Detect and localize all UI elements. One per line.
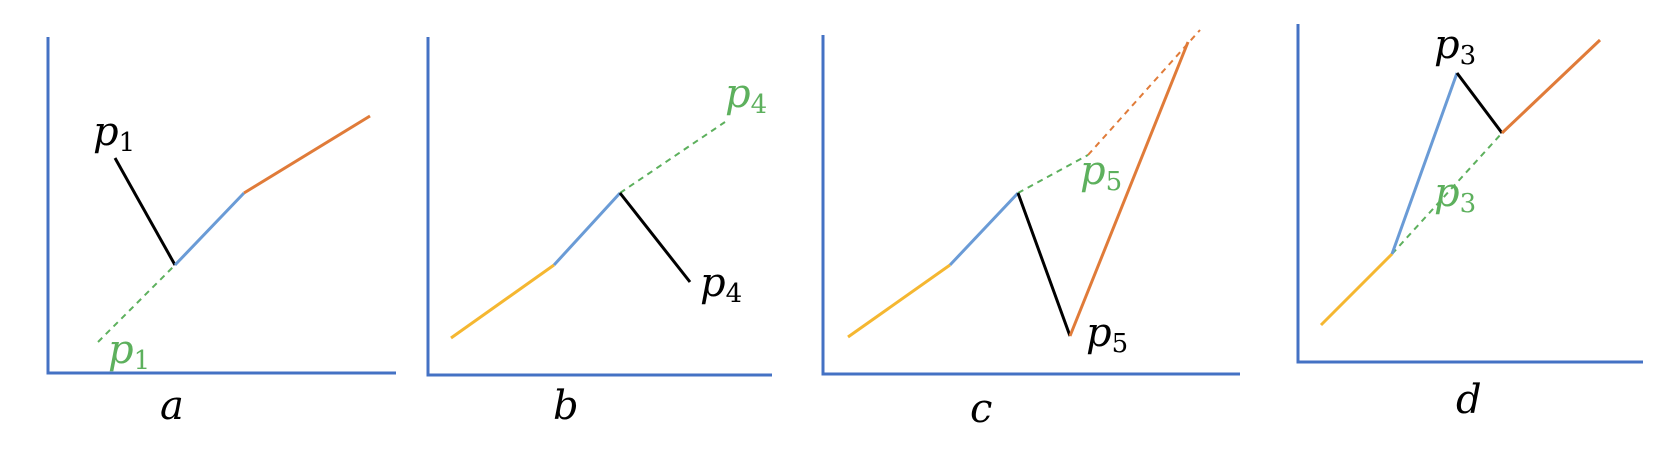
panel-c-green-point-sub: 5 xyxy=(1106,167,1123,197)
panel-c-yellow-segment xyxy=(847,263,951,339)
panel-c-green-point-label: p5 xyxy=(1080,148,1122,197)
panel-c-black-point-base: p xyxy=(1086,310,1112,356)
panel-a-green-point-label: p1 xyxy=(108,327,150,376)
panel-b-axes xyxy=(426,37,772,377)
panel-c-label: c xyxy=(970,386,992,432)
panel-c-green-dashed-line xyxy=(1017,154,1089,194)
panel-b-blue-segment xyxy=(552,191,622,267)
panel-a-black-segment xyxy=(113,157,177,266)
panel-c-blue-segment xyxy=(948,191,1020,267)
panel-d-green-dashed-line xyxy=(1391,132,1503,255)
panel-c-green-point-base: p xyxy=(1080,148,1106,194)
panel-b: p4 p4 b xyxy=(426,37,772,429)
panel-c-axes xyxy=(821,35,1240,376)
panel-d-label: d xyxy=(1456,377,1482,423)
panel-c-black-segment xyxy=(1016,192,1072,337)
panel-a-green-point-sub: 1 xyxy=(134,346,151,376)
panel-b-green-dashed-line xyxy=(619,121,726,194)
panel-d-black-segment xyxy=(1455,72,1504,134)
panel-a-black-point-base: p xyxy=(93,109,119,155)
panel-a-black-point-label: p1 xyxy=(93,109,135,158)
panel-d-green-point-label: p3 xyxy=(1434,170,1476,219)
panel-a-black-point-sub: 1 xyxy=(119,128,136,158)
panel-b-green-point-sub: 4 xyxy=(751,90,768,120)
panel-c: p5 p5 c xyxy=(821,29,1240,432)
panel-a: p1 p1 a xyxy=(46,37,396,429)
panel-a-label: a xyxy=(160,383,184,429)
panel-a-blue-segment xyxy=(173,191,246,267)
panel-a-green-dashed-line xyxy=(97,264,176,343)
panel-c-orange-segment xyxy=(1068,41,1190,337)
panel-d-axes xyxy=(1296,24,1643,364)
panel-b-black-point-sub: 4 xyxy=(726,279,743,309)
panel-c-black-point-label: p5 xyxy=(1086,310,1128,359)
panel-d-green-point-sub: 3 xyxy=(1460,189,1477,219)
panel-b-black-point-base: p xyxy=(700,260,726,306)
panel-d-yellow-segment xyxy=(1319,252,1394,327)
panel-b-yellow-segment xyxy=(450,263,555,340)
panel-a-green-point-base: p xyxy=(108,327,134,373)
panel-d-orange-segment xyxy=(1500,38,1602,135)
panel-d: p3 p3 d xyxy=(1296,22,1643,423)
panel-d-black-point-sub: 3 xyxy=(1460,41,1477,71)
panel-d-blue-segment xyxy=(1390,72,1459,255)
panel-b-green-point-base: p xyxy=(725,71,751,117)
panel-d-black-point-base: p xyxy=(1434,22,1460,68)
panel-b-green-point-label: p4 xyxy=(725,71,767,120)
panel-a-orange-segment xyxy=(243,114,371,195)
panel-a-axes xyxy=(46,37,396,375)
panel-c-black-point-sub: 5 xyxy=(1112,329,1129,359)
panel-b-label: b xyxy=(553,383,579,429)
panel-d-green-point-base: p xyxy=(1434,170,1460,216)
panel-b-black-point-label: p4 xyxy=(700,260,742,309)
panel-b-black-segment xyxy=(618,192,692,283)
panel-c-orange-dashed-line xyxy=(1087,29,1201,156)
panel-d-black-point-label: p3 xyxy=(1434,22,1476,71)
